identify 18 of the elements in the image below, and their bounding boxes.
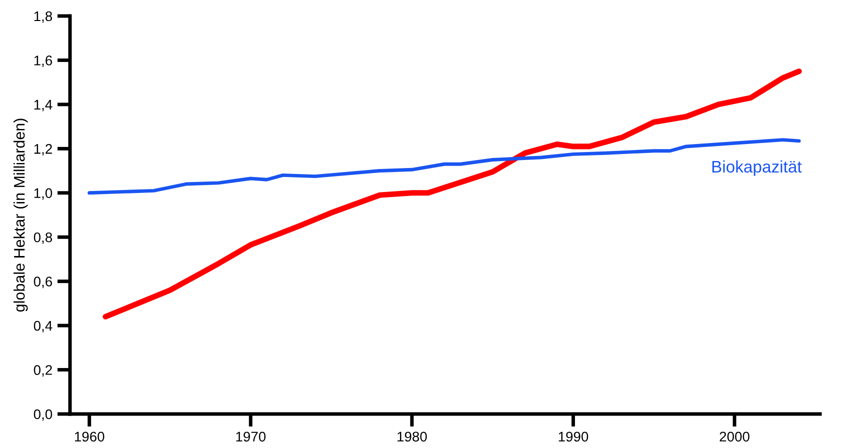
y-tick-label: 0,6 (34, 276, 52, 288)
y-tick-label: 1,0 (34, 188, 52, 200)
series-label: Biokapazität (712, 160, 802, 176)
y-tick-label: 1,6 (34, 56, 52, 68)
x-tick-label: 1970 (236, 432, 266, 442)
y-tick-label: 1,4 (34, 100, 52, 112)
y-tick-label: 0,0 (34, 409, 52, 421)
x-tick-label: 2000 (720, 432, 750, 442)
line-series (88, 138, 801, 195)
y-tick-label: 0,4 (34, 320, 52, 332)
y-tick-label: 0,2 (34, 365, 52, 377)
x-tick-label: 1960 (74, 432, 104, 442)
x-tick-label: 1990 (558, 432, 588, 442)
y-tick-label: 1,2 (34, 144, 52, 156)
x-tick-label: 1980 (398, 432, 427, 442)
y-tick-label: 1,8 (34, 11, 52, 23)
y-axis-title: globale Hektar (in Milliarden) (14, 118, 28, 312)
y-tick-label: 0,8 (34, 232, 52, 244)
